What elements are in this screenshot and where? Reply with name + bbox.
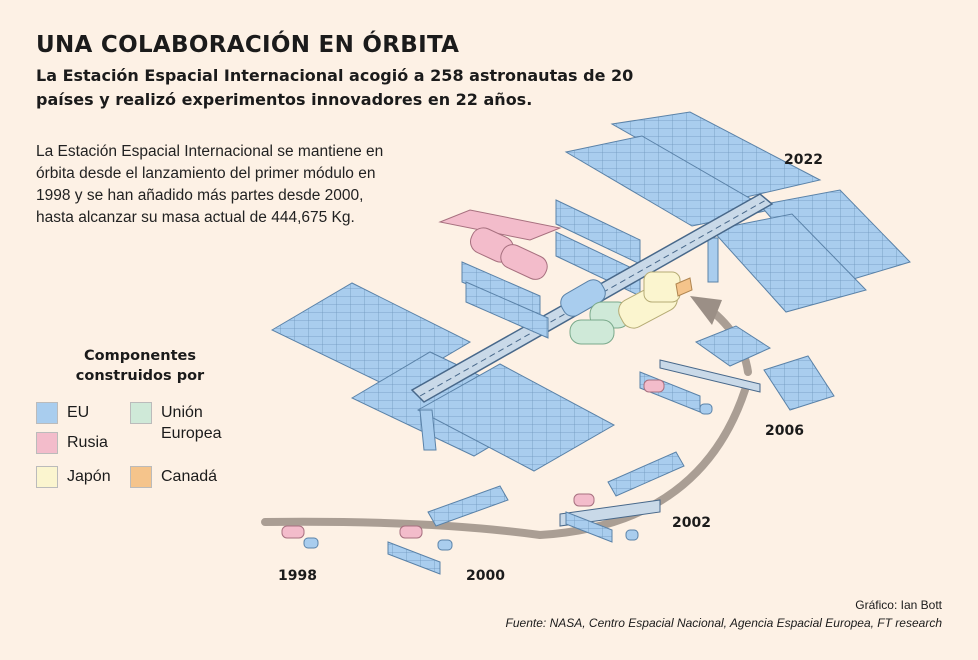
legend-swatch-eu [36,402,58,424]
graphic-credit: Gráfico: Ian Bott [855,598,942,612]
year-label-1998: 1998 [278,568,317,584]
station-1998 [281,525,319,549]
legend-item-union-europea: Unión Europea [130,402,240,444]
station-2006 [639,325,835,415]
legend-item-canada: Canadá [130,466,217,488]
legend-item-rusia: Rusia [36,432,108,454]
station-2002 [559,451,685,543]
legend-title: Componentes construidos por [75,348,205,384]
legend-item-eu: EU [36,402,89,424]
intro-text: La Estación Espacial Internacional se ma… [36,143,384,226]
station-2022 [270,111,911,472]
legend-swatch-japon [36,466,58,488]
growth-path [261,386,749,540]
legend-swatch-union-europea [130,402,152,424]
legend-label: Canadá [161,468,218,485]
legend-label: Rusia [67,434,108,451]
growth-arrowhead [690,296,722,325]
year-label-2022: 2022 [784,152,823,168]
credits: Gráfico: Ian Bott Fuente: NASA, Centro E… [506,596,942,632]
station-2000 [387,485,509,575]
legend-item-japon: Japón [36,466,111,488]
year-label-2006: 2006 [765,423,804,439]
legend-label: Japón [67,468,111,485]
legend-swatch-rusia [36,432,58,454]
subtitle: La Estación Espacial Internacional acogi… [36,66,634,109]
year-label-2002: 2002 [672,515,711,531]
page-title: UNA COLABORACIÓN EN ÓRBITA [36,32,460,58]
legend-label: Unión Europea [161,404,222,442]
year-label-2000: 2000 [466,568,505,584]
legend-swatch-canada [130,466,152,488]
legend-label: EU [67,404,90,421]
source-credit: Fuente: NASA, Centro Espacial Nacional, … [505,616,942,630]
